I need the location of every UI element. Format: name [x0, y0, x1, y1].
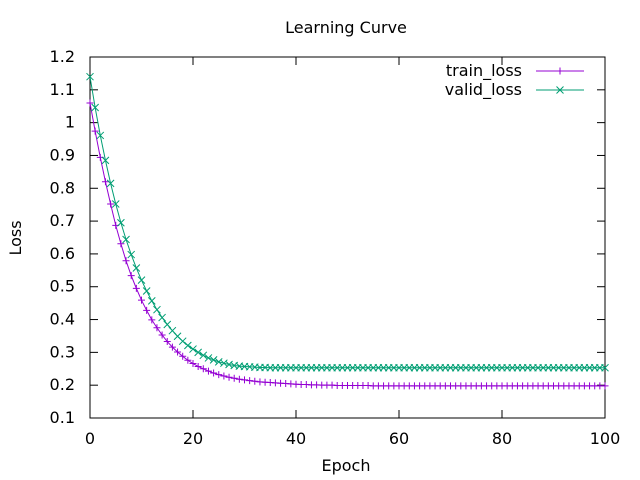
- y-tick-label: 0.3: [50, 342, 75, 361]
- train_loss-point: [132, 284, 140, 292]
- valid_loss-point: [153, 305, 161, 314]
- train_loss-point: [225, 373, 233, 381]
- valid_loss-point: [132, 264, 141, 272]
- ticks-layer: 0 20 40 60 80 100 0.1 0.2 0.3 0.4 0.5 0.6 0.7 0.8 0.9 1…: [50, 47, 621, 448]
- x-tick-label: 100: [590, 429, 621, 448]
- y-tick-label: 0.2: [50, 375, 75, 394]
- chart-title: Learning Curve: [285, 18, 407, 37]
- y-tick-label: 0.5: [50, 277, 75, 296]
- y-tick-label: 0.4: [50, 310, 75, 329]
- valid_loss-point: [137, 276, 146, 285]
- x-axis-label: Epoch: [322, 456, 371, 475]
- train_loss-point: [189, 360, 197, 368]
- valid_loss-point: [86, 72, 94, 81]
- train_loss-point: [251, 377, 259, 385]
- y-tick-label: 0.7: [50, 211, 75, 230]
- train_loss-point: [184, 356, 192, 364]
- train_loss-point: [107, 200, 115, 208]
- train_loss-point: [86, 99, 94, 107]
- train_loss-point: [194, 362, 202, 370]
- valid_loss-point: [127, 250, 136, 259]
- train_loss-point: [174, 348, 182, 356]
- x-tick-label: 40: [286, 429, 306, 448]
- valid_loss-point: [178, 337, 187, 346]
- valid_loss-point: [163, 320, 172, 329]
- valid_loss-point: [204, 354, 213, 362]
- train_loss-series: [86, 99, 609, 390]
- x-tick-label: 80: [492, 429, 512, 448]
- series-layer: [86, 72, 609, 390]
- valid_loss-point: [194, 348, 203, 357]
- train_loss-point: [143, 306, 151, 314]
- train_loss-point: [91, 127, 99, 135]
- y-axis-label: Loss: [6, 220, 25, 255]
- y-tick-label: 0.8: [50, 178, 75, 197]
- valid_loss-point: [106, 179, 115, 188]
- train_loss-point: [163, 338, 171, 346]
- train_loss-point: [153, 324, 161, 332]
- train_loss-point: [210, 369, 218, 377]
- valid_loss-point: [96, 131, 105, 140]
- train_loss-point: [241, 376, 248, 384]
- x-tick-label: 60: [389, 429, 409, 448]
- train_loss-point: [158, 331, 166, 339]
- x-tick-label: 20: [183, 429, 203, 448]
- y-tick-label: 0.1: [50, 408, 75, 427]
- valid_loss-point: [147, 296, 156, 305]
- train_loss-point: [220, 372, 228, 380]
- y-tick-label: 1.2: [50, 47, 75, 66]
- y-tick-label: 1: [65, 113, 75, 132]
- y-tick-label: 0.9: [50, 145, 75, 164]
- train_loss-point: [101, 178, 109, 186]
- valid_loss-point: [209, 356, 218, 364]
- y-tick-label: 1.1: [50, 80, 75, 99]
- train_loss-point: [246, 377, 254, 385]
- valid_loss-point: [142, 287, 151, 295]
- train_loss-point: [179, 352, 187, 360]
- valid_loss-point: [199, 351, 208, 360]
- train_loss-point: [601, 382, 609, 390]
- legend-marker-valid_loss: [556, 86, 564, 94]
- train_loss-point: [138, 296, 145, 304]
- valid_loss-point: [183, 341, 192, 350]
- legend-label-train_loss: train_loss: [446, 61, 522, 81]
- valid_loss-series: [86, 72, 609, 372]
- train_loss-point: [168, 343, 176, 351]
- valid_loss-point: [101, 156, 110, 165]
- legend-label-valid_loss: valid_loss: [445, 80, 522, 100]
- train_loss-point: [117, 240, 125, 248]
- valid_loss-point: [601, 363, 609, 372]
- train_loss-point: [122, 257, 130, 265]
- train_loss-point: [230, 374, 238, 382]
- y-tick-label: 0.6: [50, 244, 75, 263]
- plot-frame: [89, 56, 606, 419]
- valid_loss-point: [111, 200, 120, 208]
- valid_loss-point: [214, 358, 223, 366]
- train_loss-point: [148, 316, 156, 324]
- valid_loss-point: [122, 235, 130, 244]
- train_loss-point: [199, 365, 207, 373]
- valid_loss-point: [189, 345, 197, 353]
- legend-marker-train_loss: [556, 67, 564, 75]
- valid_loss-point: [91, 103, 100, 112]
- valid_loss-point: [158, 313, 166, 322]
- train_loss-point: [204, 367, 212, 375]
- x-tick-label: 0: [85, 429, 95, 448]
- train_loss-point: [235, 375, 243, 383]
- train_loss-point: [215, 371, 223, 379]
- valid_loss-point: [117, 218, 125, 227]
- train_loss-point: [127, 272, 135, 280]
- valid_loss-point: [220, 359, 228, 368]
